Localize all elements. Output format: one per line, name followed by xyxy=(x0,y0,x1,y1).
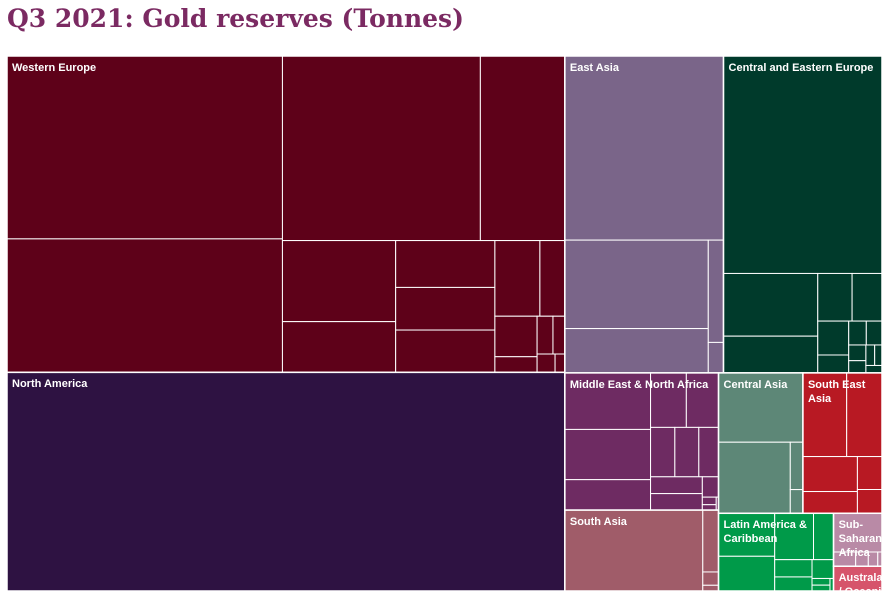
region-label: North America xyxy=(12,378,88,391)
country-cell xyxy=(281,321,397,373)
country-cell xyxy=(723,335,819,374)
country-cell xyxy=(848,344,867,362)
country-cell xyxy=(833,565,883,592)
region-label: Central Asia xyxy=(723,378,788,391)
country-cell xyxy=(395,240,496,288)
chart-title: Q3 2021: Gold reserves (Tonnes) xyxy=(7,4,464,33)
country-cell xyxy=(650,493,703,511)
country-cell xyxy=(817,354,850,374)
region-label: Middle East & North Africa xyxy=(569,378,709,391)
country-cell xyxy=(833,512,883,553)
country-cell xyxy=(702,584,720,592)
country-cell xyxy=(564,55,725,241)
region-label: Western Europe xyxy=(12,62,97,74)
country-cell xyxy=(564,479,652,511)
country-cell xyxy=(702,571,720,586)
country-cell xyxy=(554,353,566,373)
country-cell xyxy=(856,489,883,514)
country-cell xyxy=(774,559,813,578)
region-label: East Asia xyxy=(569,62,619,74)
country-cell xyxy=(817,272,853,322)
country-cell xyxy=(723,272,819,337)
country-cell xyxy=(6,371,566,592)
country-cell xyxy=(811,559,835,579)
country-cell xyxy=(723,55,883,274)
country-cell xyxy=(494,315,538,358)
country-cell xyxy=(817,320,850,356)
country-cell xyxy=(774,512,815,561)
country-cell xyxy=(851,272,883,322)
country-cell xyxy=(698,426,720,478)
country-cell xyxy=(718,555,776,592)
country-cell xyxy=(811,584,831,592)
country-cell xyxy=(650,426,676,478)
country-cell xyxy=(707,341,725,374)
country-cell xyxy=(701,476,720,498)
country-cell xyxy=(789,441,804,491)
country-cell xyxy=(564,509,704,592)
country-cell xyxy=(701,496,717,506)
country-cell xyxy=(707,239,725,343)
country-cell xyxy=(811,577,831,586)
country-cell xyxy=(774,576,813,592)
country-cell xyxy=(536,315,554,355)
country-cell xyxy=(865,344,876,366)
country-cell xyxy=(494,240,541,317)
country-cell xyxy=(802,456,858,493)
country-cell xyxy=(479,55,566,242)
country-cell xyxy=(848,320,867,346)
country-cell xyxy=(6,238,283,373)
country-cell xyxy=(848,360,867,374)
country-cell xyxy=(685,372,720,428)
country-cell xyxy=(539,240,566,317)
region-label: Sub-Saharan Africa xyxy=(838,519,882,560)
country-cell xyxy=(395,329,496,373)
country-cell xyxy=(718,441,791,514)
country-cell xyxy=(802,372,848,458)
region-label: South Asia xyxy=(569,516,627,529)
country-cell xyxy=(494,356,538,373)
country-cell xyxy=(281,240,397,323)
country-cell xyxy=(674,426,700,478)
country-cell xyxy=(6,55,283,240)
country-cell xyxy=(865,320,883,346)
country-cell xyxy=(395,286,496,331)
region-label: South East Asia xyxy=(807,378,866,405)
region-label: Central and Eastern Europe xyxy=(728,62,874,74)
country-cell xyxy=(802,491,858,514)
country-cell xyxy=(281,55,481,242)
region-label: Latin America & Caribbean xyxy=(723,519,807,546)
country-cell xyxy=(789,489,804,514)
country-cell xyxy=(552,315,566,355)
region-border xyxy=(832,565,883,592)
country-cell xyxy=(564,428,652,481)
country-cell xyxy=(856,456,883,491)
region-label: Australasia / Oceania xyxy=(838,572,887,598)
country-cell xyxy=(701,504,717,511)
country-cell xyxy=(536,353,556,373)
country-cell xyxy=(874,344,883,366)
country-cell xyxy=(564,239,709,330)
country-cell xyxy=(650,476,703,495)
country-cell xyxy=(865,364,883,374)
country-cell xyxy=(564,328,709,374)
